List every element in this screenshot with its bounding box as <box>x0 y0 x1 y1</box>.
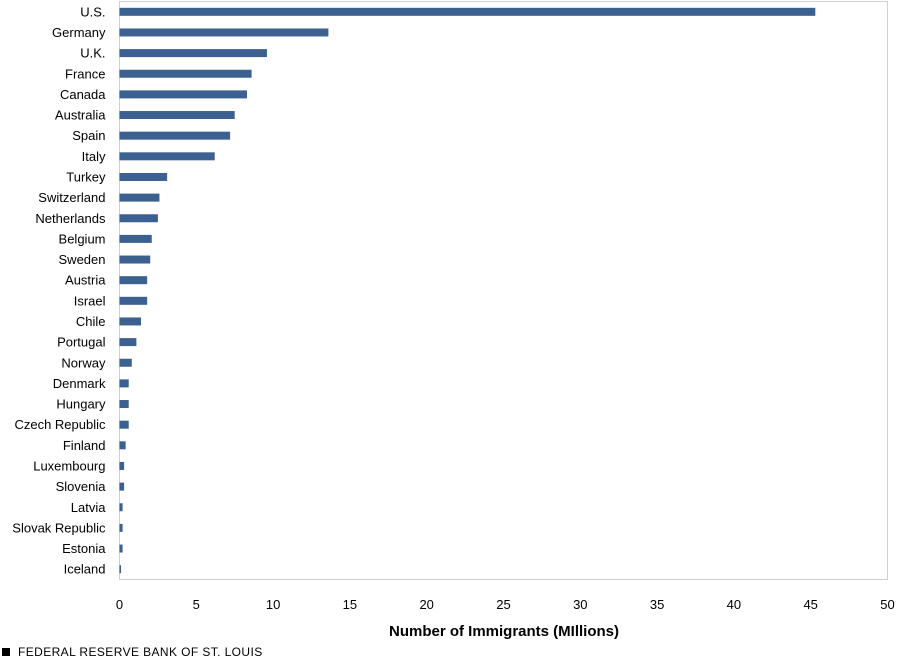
bar <box>119 234 152 243</box>
category-label: Germany <box>52 25 106 40</box>
category-label: U.S. <box>80 4 105 19</box>
x-axis-title: Number of Immigrants (MIllions) <box>389 623 619 640</box>
x-tick-label: 40 <box>727 597 741 612</box>
category-label: France <box>65 66 105 81</box>
bar <box>119 358 132 367</box>
bar <box>119 276 148 285</box>
category-label: Sweden <box>59 252 106 267</box>
x-tick-label: 45 <box>803 597 817 612</box>
bar <box>119 49 267 58</box>
x-tick-label: 50 <box>880 597 894 612</box>
category-label: Switzerland <box>38 190 105 205</box>
bar <box>119 90 247 99</box>
bar <box>119 317 142 326</box>
category-label: Canada <box>60 87 106 102</box>
category-label: Czech Republic <box>14 417 106 432</box>
bar <box>119 28 329 37</box>
category-label: Luxembourg <box>33 458 105 473</box>
bar <box>119 131 231 140</box>
bars-group <box>119 7 816 574</box>
bar <box>119 152 215 161</box>
category-label: Spain <box>72 128 105 143</box>
bar <box>119 565 122 574</box>
bar <box>119 400 129 409</box>
category-label: U.K. <box>80 46 105 61</box>
category-label: Norway <box>61 355 106 370</box>
category-label: Turkey <box>66 169 106 184</box>
category-label: Australia <box>55 108 106 123</box>
category-label: Iceland <box>64 562 106 577</box>
x-tick-label: 0 <box>116 597 123 612</box>
category-label: Belgium <box>59 231 106 246</box>
category-label: Portugal <box>57 335 106 350</box>
x-tick-label: 10 <box>266 597 280 612</box>
bar <box>119 544 123 553</box>
x-tick-label: 35 <box>650 597 664 612</box>
bar <box>119 379 129 388</box>
category-label: Austria <box>65 273 106 288</box>
bar-chart: U.S. Germany U.K. France Canada Australia Spai… <box>12 1 895 640</box>
bar <box>119 193 160 202</box>
footer-square-icon <box>2 648 10 656</box>
category-labels: U.S. Germany U.K. France Canada Australia Spai… <box>12 4 106 576</box>
category-label: Israel <box>74 293 106 308</box>
bar <box>119 503 123 512</box>
category-label: Chile <box>76 314 106 329</box>
category-label: Denmark <box>53 376 106 391</box>
footer-text: FEDERAL RESERVE BANK OF ST. LOUIS <box>18 645 263 659</box>
bar <box>119 7 816 16</box>
plot-area <box>119 1 888 580</box>
category-label: Italy <box>82 149 106 164</box>
bar <box>119 255 151 264</box>
bar <box>119 296 148 305</box>
bar <box>119 482 125 491</box>
category-label: Estonia <box>62 541 106 556</box>
bar <box>119 461 125 470</box>
x-tick-label: 30 <box>573 597 587 612</box>
bar <box>119 69 252 78</box>
bar <box>119 338 137 347</box>
category-label: Netherlands <box>35 211 106 226</box>
bar <box>119 441 126 450</box>
category-label: Slovenia <box>56 479 107 494</box>
bar <box>119 172 168 181</box>
x-tick-label: 5 <box>193 597 200 612</box>
x-tick-label: 20 <box>419 597 433 612</box>
footer: FEDERAL RESERVE BANK OF ST. LOUIS <box>2 645 263 659</box>
x-axis-ticks: 0 5 10 15 20 25 30 35 40 45 50 <box>116 597 895 612</box>
category-label: Finland <box>63 438 106 453</box>
category-label: Hungary <box>56 397 106 412</box>
category-label: Slovak Republic <box>12 520 106 535</box>
x-tick-label: 25 <box>496 597 510 612</box>
category-label: Latvia <box>71 500 106 515</box>
bar <box>119 214 158 223</box>
bar <box>119 523 123 532</box>
x-tick-label: 15 <box>343 597 357 612</box>
bar <box>119 420 129 429</box>
bar <box>119 111 235 120</box>
